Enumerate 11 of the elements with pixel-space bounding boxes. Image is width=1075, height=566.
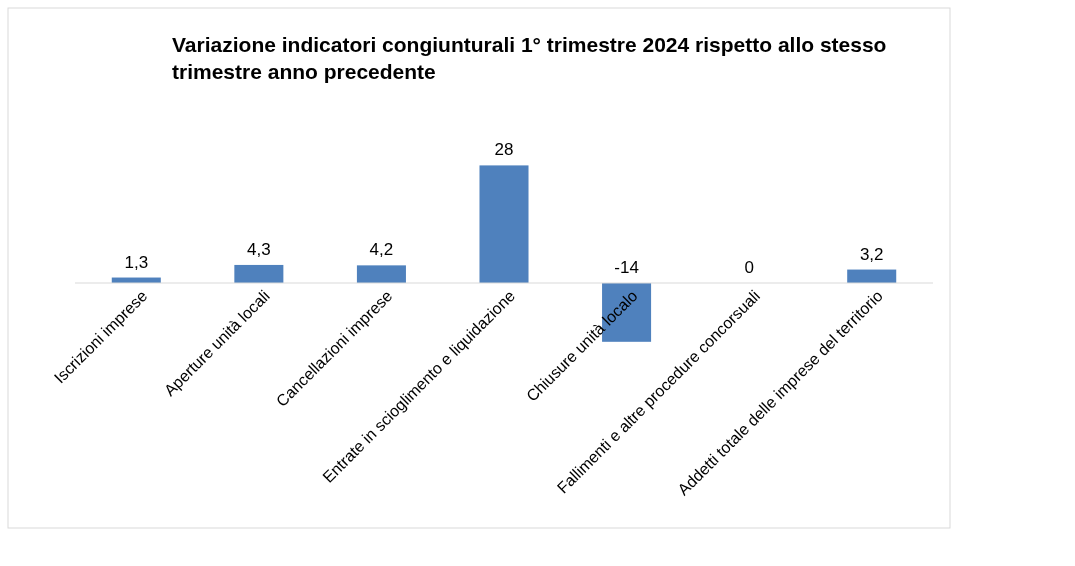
data-label: 3,2: [859, 244, 884, 264]
data-label: 1,3: [124, 252, 149, 272]
data-label: -14: [614, 258, 639, 277]
chart-title: Variazione indicatori congiunturali 1° trimestre 2024 rispetto allo stesso trimestre anno precedente: [172, 33, 887, 83]
bar: [356, 265, 406, 283]
data-label: 0: [744, 258, 754, 277]
data-label: 4,3: [247, 239, 271, 259]
data-label: 28: [494, 140, 514, 160]
data-label: 4,2: [369, 240, 394, 260]
bar: [479, 165, 529, 283]
bar: [234, 264, 284, 283]
